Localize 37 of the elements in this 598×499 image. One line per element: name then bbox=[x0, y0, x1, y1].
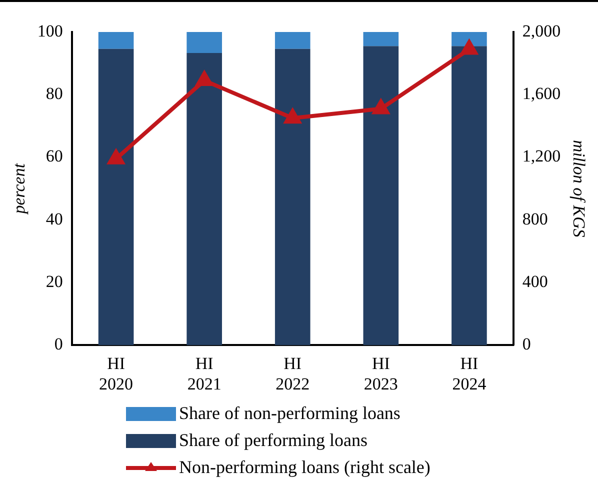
legend-label: Share of non-performing loans bbox=[179, 403, 400, 424]
y-tick-label: 0 bbox=[54, 334, 63, 354]
bar bbox=[98, 48, 134, 346]
point bbox=[108, 150, 124, 164]
bar bbox=[274, 48, 310, 346]
x-tick-label: HI 2024 bbox=[452, 354, 487, 394]
bar bbox=[452, 32, 487, 46]
y2-tick-label: 2,000 bbox=[522, 21, 561, 40]
y-tick-label: 60 bbox=[46, 146, 63, 166]
bar bbox=[186, 52, 222, 346]
bar bbox=[274, 32, 310, 49]
x-tick-label: HI 2023 bbox=[364, 354, 398, 394]
x-tick-label: HI 2022 bbox=[276, 354, 310, 394]
y2-tick-label: 1,600 bbox=[522, 84, 561, 104]
bar bbox=[186, 32, 222, 53]
legend-label: Non-performing loans (right scale) bbox=[179, 457, 430, 478]
bar bbox=[452, 46, 487, 346]
y2-tick-label: 400 bbox=[522, 272, 548, 292]
x-tick-label: HI 2020 bbox=[99, 354, 134, 394]
bar bbox=[363, 32, 399, 46]
y2-axis-title: millon of KGS bbox=[569, 140, 588, 238]
y2-tick-label: 0 bbox=[522, 334, 531, 354]
y-axis-title: percent bbox=[10, 162, 29, 215]
x-tick-label: HI 2021 bbox=[187, 354, 222, 394]
y-tick-label: 40 bbox=[46, 209, 63, 228]
y-tick-label: 100 bbox=[37, 21, 63, 40]
point bbox=[372, 100, 389, 114]
point bbox=[284, 109, 301, 124]
legend-label: Share of performing loans bbox=[179, 430, 368, 451]
bar bbox=[98, 32, 134, 49]
y2-tick-label: 1,200 bbox=[522, 146, 561, 166]
point bbox=[461, 40, 478, 55]
bar bbox=[363, 46, 399, 346]
y-tick-label: 20 bbox=[46, 272, 63, 292]
point bbox=[196, 72, 212, 86]
y-tick-label: 80 bbox=[46, 84, 63, 104]
y2-tick-label: 800 bbox=[522, 209, 548, 228]
